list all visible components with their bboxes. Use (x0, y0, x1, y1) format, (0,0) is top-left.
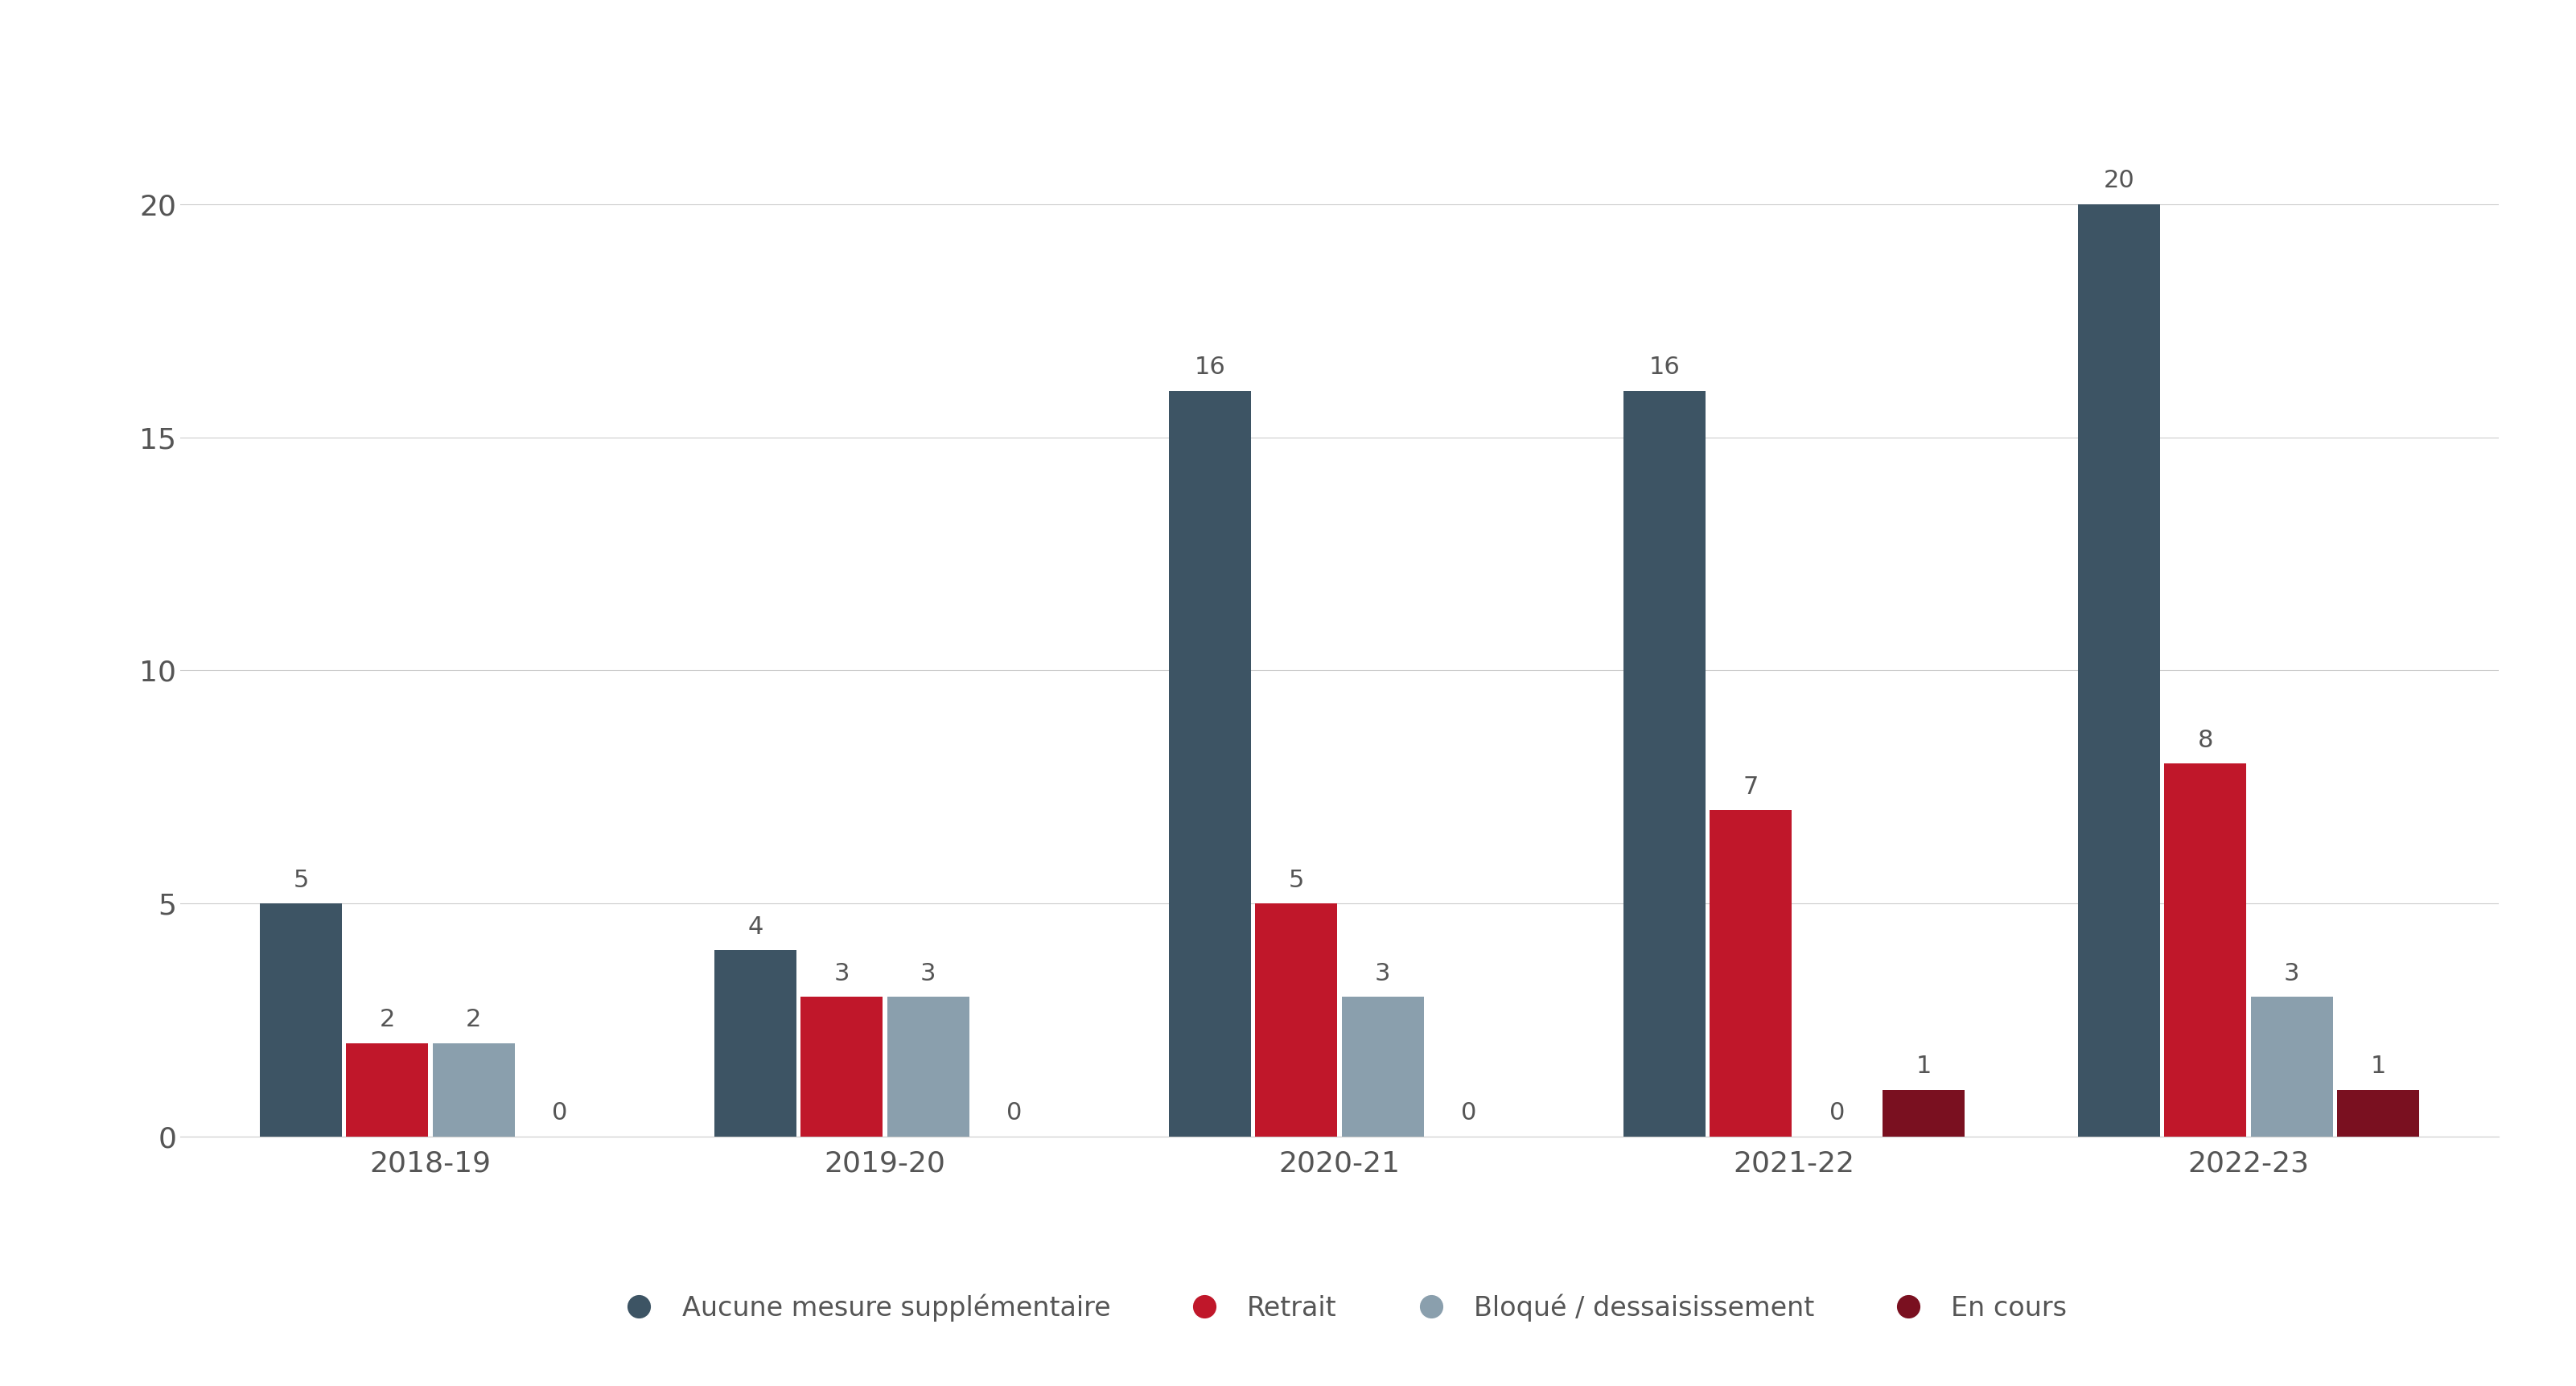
Bar (2164, 764, 2246, 1137)
Text: 2: 2 (379, 1008, 394, 1031)
Bar (1170, 391, 1252, 1137)
Text: 4: 4 (747, 915, 762, 938)
Text: 3: 3 (920, 962, 935, 985)
Bar (433, 1044, 515, 1137)
Bar (260, 904, 343, 1137)
Text: 0: 0 (551, 1102, 567, 1125)
Bar (1883, 1089, 1965, 1137)
Bar (1255, 904, 1337, 1137)
Text: 2: 2 (466, 1008, 482, 1031)
Bar (345, 1044, 428, 1137)
Text: 20: 20 (2105, 169, 2136, 193)
Text: 1: 1 (1917, 1055, 1932, 1078)
Text: 3: 3 (2285, 962, 2300, 985)
Bar (1342, 997, 1425, 1137)
Legend: Aucune mesure supplémentaire, Retrait, Bloqué / dessaisissement, En cours: Aucune mesure supplémentaire, Retrait, B… (600, 1283, 2079, 1332)
Text: 16: 16 (1649, 356, 1680, 378)
Bar (1623, 391, 1705, 1137)
Bar (801, 997, 884, 1137)
Text: 0: 0 (1829, 1102, 1844, 1125)
Bar (2336, 1089, 2419, 1137)
Bar (2251, 997, 2334, 1137)
Text: 5: 5 (1288, 869, 1303, 891)
Bar (2079, 204, 2161, 1137)
Text: 7: 7 (1744, 775, 1759, 798)
Text: 8: 8 (2197, 729, 2213, 751)
Text: 0: 0 (1007, 1102, 1023, 1125)
Text: 5: 5 (294, 869, 309, 891)
Bar (714, 949, 796, 1137)
Text: 3: 3 (1376, 962, 1391, 985)
Bar (886, 997, 969, 1137)
Text: 0: 0 (1461, 1102, 1476, 1125)
Bar (1710, 811, 1793, 1137)
Text: 16: 16 (1195, 356, 1226, 378)
Text: 3: 3 (835, 962, 850, 985)
Text: 1: 1 (2370, 1055, 2385, 1078)
